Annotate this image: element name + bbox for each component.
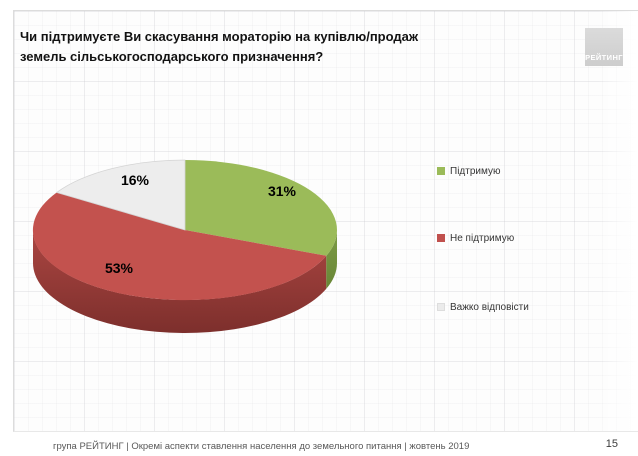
legend-swatch-hard-to-say	[437, 303, 445, 311]
data-label-not-support: 53%	[104, 260, 134, 276]
page-number: 15	[605, 438, 618, 450]
legend-item-hard-to-say: Важко відповісти	[437, 301, 529, 313]
rating-logo: РЕЙТИНГ	[585, 28, 623, 66]
legend-swatch-not-support	[437, 234, 445, 242]
legend-label-hard-to-say: Важко відповісти	[450, 301, 529, 313]
pie-slice-not-support-side	[33, 230, 327, 334]
page-title: Чи підтримуєте Ви скасування мораторію н…	[20, 29, 419, 64]
pie-chart	[0, 130, 440, 360]
pie-chart-canvas	[32, 159, 338, 334]
rating-logo-label: РЕЙТИНГ	[585, 53, 623, 62]
data-label-hard-to-say: 16%	[120, 172, 150, 188]
legend-item-not-support: Не підтримую	[437, 232, 514, 244]
legend-item-support: Підтримую	[437, 165, 500, 177]
pie-slice-hard-to-say	[55, 159, 186, 231]
data-label-support: 31%	[267, 183, 297, 199]
pie-slice-support-side	[326, 230, 337, 289]
footer-caption: група РЕЙТИНГ | Окремі аспекти ставлення…	[53, 441, 470, 452]
pie-slice-support	[185, 160, 338, 256]
legend-swatch-support	[437, 167, 445, 175]
legend-label-not-support: Не підтримую	[450, 232, 515, 244]
pie-slice-not-support	[32, 192, 327, 301]
legend-label-support: Підтримую	[450, 165, 501, 177]
